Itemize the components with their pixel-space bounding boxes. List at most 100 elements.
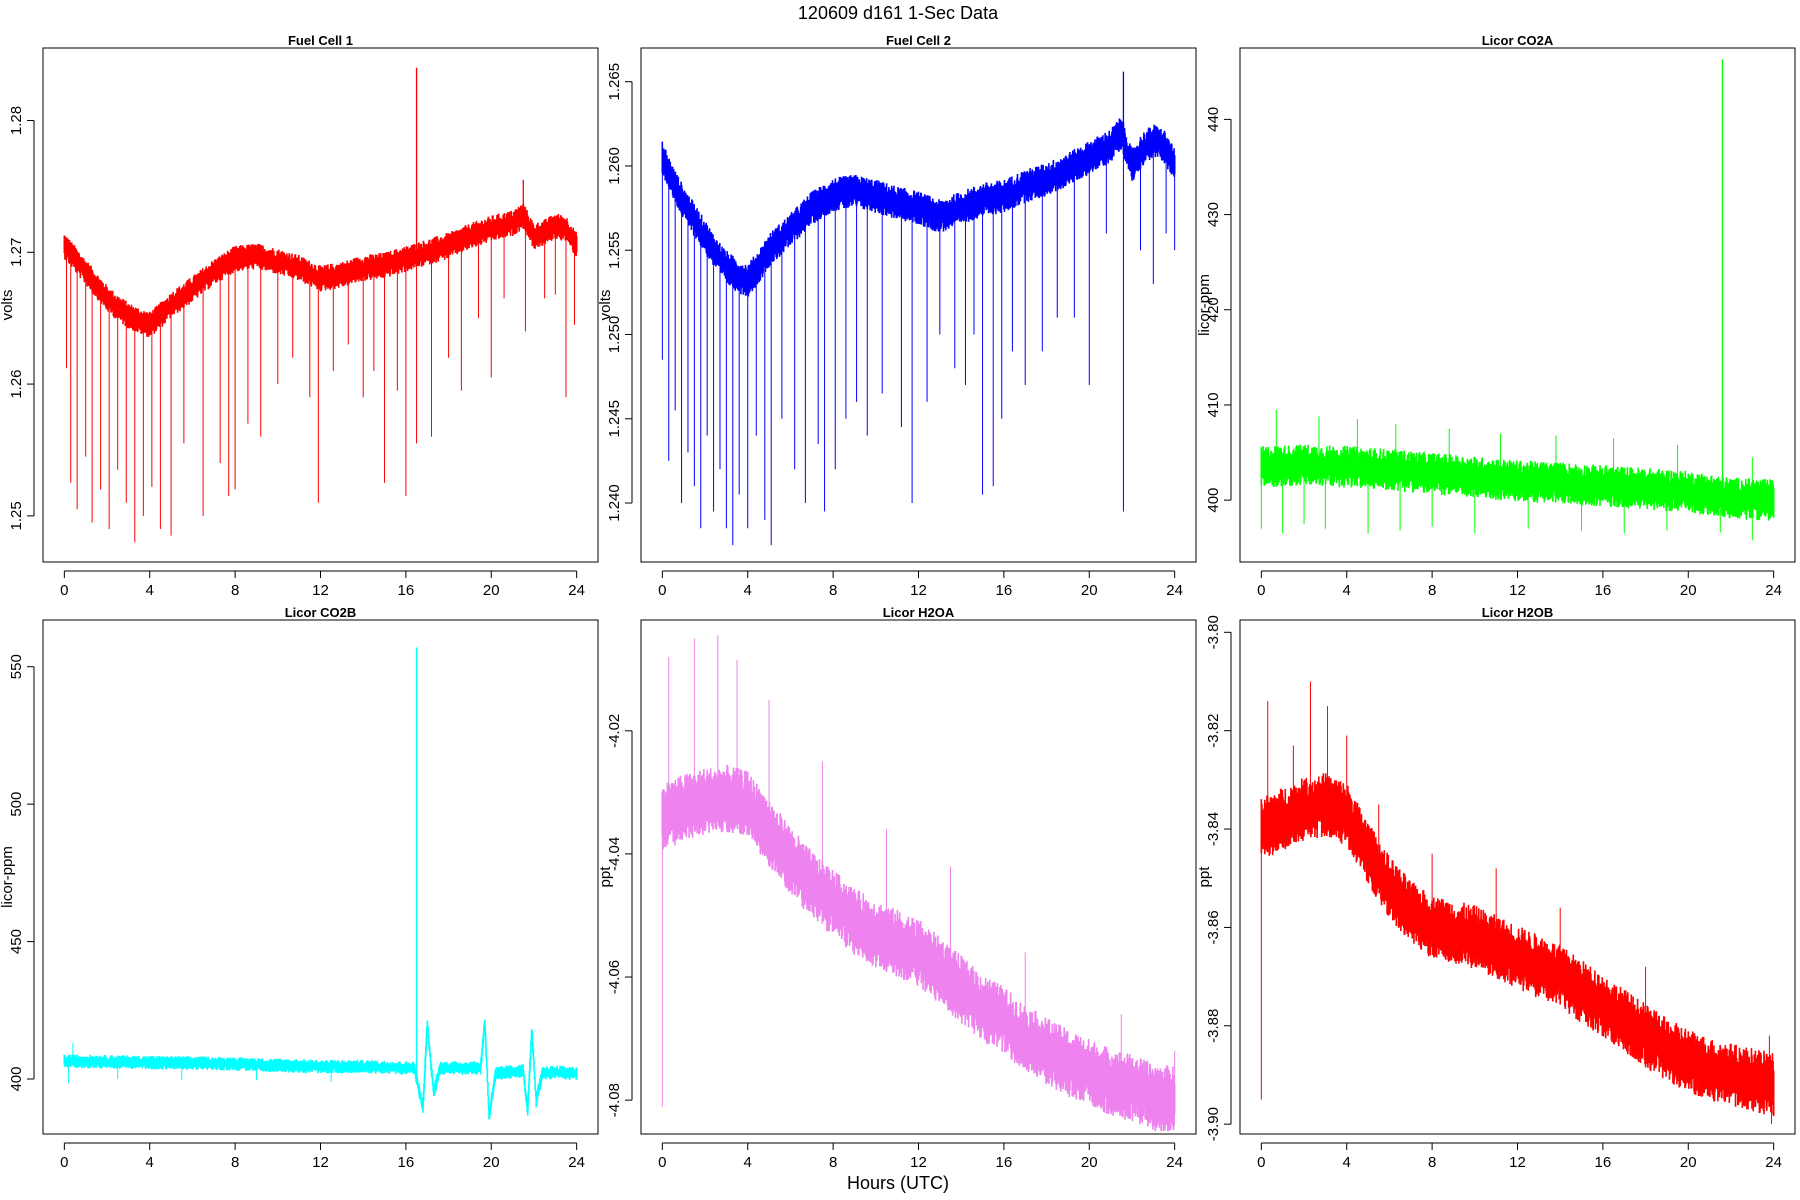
y-tick-label: -3.86 <box>1205 910 1222 944</box>
x-tick-label: 20 <box>483 1154 500 1171</box>
x-tick-label: 20 <box>1680 582 1697 599</box>
x-tick-label: 16 <box>1595 582 1612 599</box>
x-tick-label: 20 <box>1081 582 1098 599</box>
y-tick-label: 1.260 <box>606 147 623 185</box>
x-tick-label: 24 <box>1166 1154 1183 1171</box>
x-tick-label: 20 <box>1680 1154 1697 1171</box>
y-tick-label: 1.240 <box>606 484 623 522</box>
y-tick-label: -4.08 <box>606 1083 623 1117</box>
panel-title: Licor H2OB <box>1482 605 1554 620</box>
y-tick-label: 1.255 <box>606 231 623 269</box>
x-tick-label: 8 <box>829 1154 837 1171</box>
x-tick-label: 24 <box>568 582 585 599</box>
x-tick-label: 4 <box>1343 1154 1351 1171</box>
x-tick-label: 0 <box>1257 1154 1265 1171</box>
y-axis-label: ppt <box>597 866 614 888</box>
plot-frame <box>1239 47 1796 563</box>
panel-title: Licor H2OA <box>883 605 955 620</box>
x-tick-label: 16 <box>398 1154 415 1171</box>
y-tick-label: 450 <box>8 929 25 954</box>
y-axis-label: volts <box>597 290 614 321</box>
figure-title: 120609 d161 1-Sec Data <box>798 3 999 23</box>
x-tick-label: 8 <box>231 1154 239 1171</box>
data-area <box>63 647 578 1120</box>
plot-frame <box>42 47 599 563</box>
plot-frame <box>42 619 599 1135</box>
panel-4: Licor CO2B licor-ppm 0 4 8 12 16 20 24 400 450 500 5… <box>0 605 599 1171</box>
x-tick-label: 12 <box>1509 582 1526 599</box>
y-tick-label: 1.28 <box>8 106 25 135</box>
x-tick-label: 12 <box>1509 1154 1526 1171</box>
y-tick-label: 1.27 <box>8 238 25 267</box>
x-tick-label: 0 <box>60 582 68 599</box>
y-tick-label: 400 <box>8 1067 25 1092</box>
panel-title: Fuel Cell 2 <box>886 33 951 48</box>
panel-title: Licor CO2B <box>285 605 357 620</box>
x-tick-label: 12 <box>910 582 927 599</box>
y-tick-label: -3.90 <box>1205 1107 1222 1141</box>
series-line <box>661 764 1176 1132</box>
x-tick-label: 8 <box>1428 582 1436 599</box>
y-tick-label: -4.06 <box>606 960 623 994</box>
x-tick-label: 0 <box>60 1154 68 1171</box>
y-tick-label: -3.82 <box>1205 714 1222 748</box>
x-tick-label: 4 <box>744 1154 752 1171</box>
x-tick-label: 16 <box>1595 1154 1612 1171</box>
y-tick-label: 440 <box>1205 107 1222 132</box>
x-tick-label: 16 <box>996 1154 1013 1171</box>
panel-3: Licor CO2A licor-ppm 0 4 8 12 16 20 24 400 410 420 4… <box>1196 33 1796 599</box>
data-area <box>63 67 578 543</box>
y-tick-label: 550 <box>8 654 25 679</box>
series-line <box>1260 444 1775 521</box>
x-tick-label: 24 <box>568 1154 585 1171</box>
panel-title: Licor CO2A <box>1482 33 1554 48</box>
y-tick-label: 410 <box>1205 392 1222 417</box>
data-area <box>661 635 1176 1132</box>
y-tick-label: 1.25 <box>8 501 25 530</box>
x-tick-label: 4 <box>146 582 154 599</box>
x-tick-label: 16 <box>996 582 1013 599</box>
panel-title: Fuel Cell 1 <box>288 33 353 48</box>
y-axis-label: ppt <box>1196 866 1213 888</box>
data-area <box>661 71 1176 546</box>
y-tick-label: 430 <box>1205 202 1222 227</box>
y-tick-label: 500 <box>8 792 25 817</box>
x-tick-label: 4 <box>1343 582 1351 599</box>
plot-frame <box>640 47 1197 563</box>
series-line <box>661 118 1176 297</box>
y-tick-label: 400 <box>1205 488 1222 513</box>
x-tick-label: 12 <box>312 1154 329 1171</box>
series-line <box>63 1019 578 1120</box>
plot-frame <box>640 619 1197 1135</box>
y-axis-label: volts <box>0 290 16 321</box>
y-axis-label: licor-ppm <box>1196 274 1213 336</box>
y-tick-label: 1.26 <box>8 369 25 398</box>
panel-2: Fuel Cell 2 volts 0 4 8 12 16 20 24 1.240 1.245 1.2… <box>597 33 1197 599</box>
y-tick-label: -3.88 <box>1205 1009 1222 1043</box>
x-tick-label: 8 <box>1428 1154 1436 1171</box>
series-line <box>1260 773 1775 1117</box>
y-tick-label: 1.250 <box>606 316 623 354</box>
x-tick-label: 12 <box>312 582 329 599</box>
x-tick-label: 4 <box>744 582 752 599</box>
x-tick-label: 8 <box>231 582 239 599</box>
plot-frame <box>1239 619 1796 1135</box>
x-tick-label: 0 <box>1257 582 1265 599</box>
x-tick-label: 4 <box>146 1154 154 1171</box>
y-tick-label: 1.245 <box>606 400 623 438</box>
panel-5: Licor H2OA ppt 0 4 8 12 16 20 24 -4.08 -4.06 -4.04 -… <box>597 605 1197 1171</box>
x-tick-label: 20 <box>1081 1154 1098 1171</box>
x-tick-label: 0 <box>658 1154 666 1171</box>
series-line <box>63 203 578 337</box>
panel-1: Fuel Cell 1 volts 0 4 8 12 16 20 24 1.25 1.26 1.27 1… <box>0 33 599 599</box>
y-tick-label: -4.02 <box>606 714 623 748</box>
x-tick-label: 0 <box>658 582 666 599</box>
data-area <box>1260 681 1775 1125</box>
x-tick-label: 16 <box>398 582 415 599</box>
y-tick-label: -4.04 <box>606 837 623 871</box>
y-axis-label: licor-ppm <box>0 846 16 908</box>
y-tick-label: 420 <box>1205 297 1222 322</box>
panel-6: Licor H2OB ppt 0 4 8 12 16 20 24 -3.90 -3.88 -3.86 -… <box>1196 605 1796 1171</box>
figure-x-axis-label: Hours (UTC) <box>847 1173 949 1193</box>
